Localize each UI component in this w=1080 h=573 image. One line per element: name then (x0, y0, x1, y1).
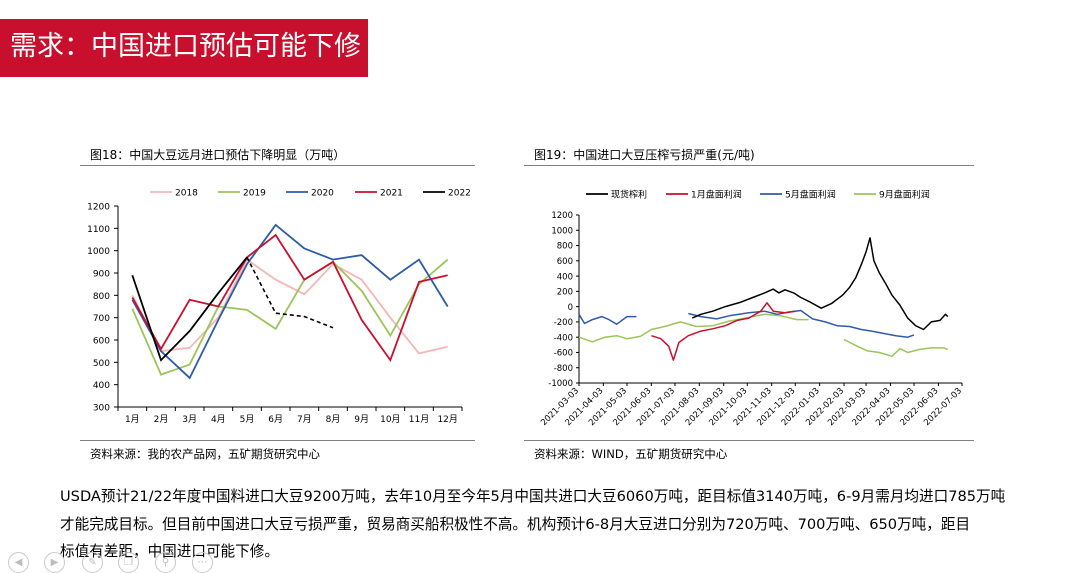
fig18-caption: 图18：中国大豆远月进口预估下降明显（万吨） (90, 148, 346, 162)
y-tick-label: 800 (557, 242, 573, 252)
x-tick-label: 10月 (380, 414, 400, 425)
y-tick-label: 400 (93, 381, 110, 391)
series-line-5月盘面利润 (578, 313, 637, 325)
x-tick-label: 7月 (297, 414, 312, 425)
copy-icon[interactable]: ❐ (118, 552, 139, 573)
series-line-2020 (131, 223, 449, 380)
body-line-1: USDA预计21/22年度中国料进口大豆9200万吨，去年10月至今年5月中国共… (60, 488, 1006, 505)
series-line-2022 (131, 256, 248, 362)
legend-label-9月盘面利润: 9月盘面利润 (879, 189, 930, 201)
fig18-top-rule (80, 165, 475, 166)
x-tick-label: 6月 (268, 414, 283, 425)
y-tick-label: 1200 (551, 211, 573, 221)
x-tick-label: 12月 (437, 414, 457, 425)
x-tick-label: 9月 (354, 414, 369, 425)
y-tick-label: 1100 (87, 225, 110, 235)
fig19-top-rule (524, 165, 974, 166)
y-tick-label: 900 (93, 270, 110, 280)
pen-icon[interactable]: ✎ (82, 552, 103, 573)
legend-label-1月盘面利润: 1月盘面利润 (691, 189, 742, 201)
chart-import-forecast: 2018 2019 2020 2021 2022 300 400 500 600 700 800 90… (87, 189, 471, 426)
y-tick-label: 1000 (87, 247, 110, 257)
y-tick-label: 600 (557, 257, 573, 267)
legend-label-2022: 2022 (448, 189, 471, 199)
y-tick-label: 600 (93, 337, 110, 347)
series-line-2019 (131, 258, 449, 376)
body-line-3: 标值有差距，中国进口可能下修。 (60, 543, 279, 560)
legend-label-2020: 2020 (311, 189, 334, 199)
series-line-2018 (131, 258, 448, 355)
title-bar: 需求：中国进口预估可能下修 (0, 19, 368, 77)
series-line-2021 (131, 233, 448, 363)
fig19-source: 资料来源：WIND，五矿期货研究中心 (534, 447, 728, 461)
y-tick-label: 500 (93, 359, 110, 369)
series-line-9月盘面利润-part2 (843, 338, 949, 358)
y-tick-label: 300 (93, 404, 110, 414)
x-tick-label: 11月 (409, 414, 429, 425)
x-tick-label: 2月 (154, 414, 169, 425)
y-tick-label: -800 (554, 364, 573, 374)
next-icon[interactable]: ▶ (44, 552, 65, 573)
y-tick-label: -400 (554, 333, 573, 343)
y-tick-label: 0 (568, 303, 573, 313)
page-title: 需求：中国进口预估可能下修 (10, 31, 361, 62)
fig18-source: 资料来源：我的农产品网，五矿期货研究中心 (90, 447, 320, 461)
y-tick-label: 700 (93, 314, 110, 324)
chart-crush-margin: 现货榨利 1月盘面利润 5月盘面利润 9月盘面利润 -1000 -800 -600 -400 -… (539, 189, 964, 429)
legend-label-2018: 2018 (175, 189, 198, 199)
x-tick-label: 4月 (211, 414, 226, 425)
y-tick-label: 1200 (87, 203, 110, 213)
series-line-2022-forecast (246, 257, 334, 329)
y-tick-label: -1000 (548, 379, 573, 389)
zoom-icon[interactable]: ⚲ (155, 552, 176, 573)
legend-label-2021: 2021 (380, 189, 403, 199)
y-tick-label: 1000 (551, 226, 573, 236)
body-line-2: 才能完成目标。但目前中国进口大豆亏损严重，贸易商买船积极性不高。机构预计6-8月… (60, 515, 971, 533)
series-line-9月盘面利润 (578, 313, 809, 343)
y-tick-label: 200 (557, 288, 573, 298)
x-tick-label: 3月 (182, 414, 197, 425)
prev-icon[interactable]: ◀ (8, 552, 29, 573)
fig18-bottom-rule (80, 440, 475, 441)
y-tick-label: 400 (557, 272, 573, 282)
fig19-caption: 图19：中国进口大豆压榨亏损严重(元/吨) (534, 148, 755, 162)
fig19-bottom-rule (524, 440, 974, 441)
y-tick-label: 800 (93, 292, 110, 302)
more-icon[interactable]: ⋯ (192, 552, 213, 573)
legend-label-现货榨利: 现货榨利 (611, 189, 647, 201)
y-tick-label: -600 (554, 349, 573, 359)
legend-label-2019: 2019 (243, 189, 266, 199)
y-tick-label: -200 (554, 318, 573, 328)
series-line-1月盘面利润 (651, 302, 796, 361)
body-text: USDA预计21/22年度中国料进口大豆9200万吨，去年10月至今年5月中国共… (60, 483, 1035, 566)
legend-label-5月盘面利润: 5月盘面利润 (785, 189, 836, 201)
series-line-现货榨利 (691, 237, 949, 331)
x-tick-label: 8月 (326, 414, 341, 425)
x-tick-label: 1月 (125, 414, 140, 425)
x-tick-label: 5月 (240, 414, 255, 425)
series-line-5月盘面利润-part2 (688, 309, 915, 338)
